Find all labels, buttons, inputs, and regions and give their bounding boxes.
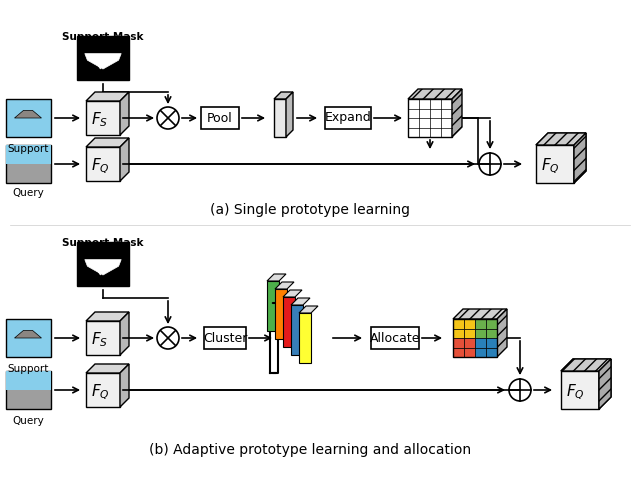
Text: $F_Q$: $F_Q$ bbox=[566, 382, 584, 402]
Polygon shape bbox=[86, 321, 120, 355]
Polygon shape bbox=[120, 364, 129, 407]
Polygon shape bbox=[475, 329, 486, 338]
Polygon shape bbox=[453, 319, 464, 329]
Polygon shape bbox=[86, 373, 120, 407]
Text: Query: Query bbox=[12, 188, 44, 198]
Polygon shape bbox=[561, 359, 611, 371]
Polygon shape bbox=[275, 282, 294, 289]
Polygon shape bbox=[120, 138, 129, 181]
Polygon shape bbox=[599, 359, 611, 409]
FancyBboxPatch shape bbox=[204, 327, 246, 349]
Polygon shape bbox=[77, 36, 129, 80]
Polygon shape bbox=[453, 338, 464, 348]
Text: Expand: Expand bbox=[324, 111, 371, 124]
Polygon shape bbox=[475, 348, 486, 357]
Text: Query: Query bbox=[12, 416, 44, 426]
Polygon shape bbox=[120, 92, 129, 135]
Polygon shape bbox=[6, 371, 51, 390]
Polygon shape bbox=[93, 264, 103, 275]
Polygon shape bbox=[291, 305, 303, 355]
Polygon shape bbox=[86, 138, 129, 147]
Text: Cluster: Cluster bbox=[203, 332, 247, 345]
Polygon shape bbox=[120, 312, 129, 355]
Polygon shape bbox=[561, 359, 611, 371]
Text: Support: Support bbox=[7, 144, 49, 154]
Polygon shape bbox=[291, 298, 310, 305]
Polygon shape bbox=[464, 319, 475, 329]
Polygon shape bbox=[408, 89, 462, 99]
Polygon shape bbox=[274, 92, 293, 99]
Text: $F_S$: $F_S$ bbox=[92, 111, 109, 129]
Text: Allocate: Allocate bbox=[370, 332, 420, 345]
Text: $F_Q$: $F_Q$ bbox=[541, 156, 559, 176]
Polygon shape bbox=[6, 145, 51, 164]
Polygon shape bbox=[84, 54, 121, 69]
Text: Pool: Pool bbox=[207, 111, 233, 124]
Polygon shape bbox=[86, 92, 129, 101]
Polygon shape bbox=[536, 145, 574, 183]
Polygon shape bbox=[599, 359, 611, 409]
Polygon shape bbox=[536, 133, 586, 145]
Text: (a) Single prototype learning: (a) Single prototype learning bbox=[210, 203, 410, 217]
Polygon shape bbox=[536, 133, 586, 145]
Polygon shape bbox=[561, 371, 599, 409]
FancyBboxPatch shape bbox=[371, 327, 419, 349]
Polygon shape bbox=[86, 312, 129, 321]
Text: Support Mask: Support Mask bbox=[62, 238, 144, 248]
Polygon shape bbox=[299, 313, 311, 363]
Polygon shape bbox=[6, 145, 51, 183]
Polygon shape bbox=[6, 371, 51, 409]
Polygon shape bbox=[15, 110, 42, 118]
Polygon shape bbox=[299, 306, 318, 313]
Polygon shape bbox=[497, 309, 507, 357]
Polygon shape bbox=[274, 99, 286, 137]
Polygon shape bbox=[453, 309, 507, 319]
Polygon shape bbox=[6, 99, 51, 137]
Polygon shape bbox=[486, 329, 497, 338]
Polygon shape bbox=[486, 348, 497, 357]
Polygon shape bbox=[452, 89, 462, 137]
Polygon shape bbox=[475, 319, 486, 329]
Polygon shape bbox=[464, 329, 475, 338]
Text: Support Mask: Support Mask bbox=[62, 32, 144, 42]
Polygon shape bbox=[86, 364, 129, 373]
Polygon shape bbox=[475, 338, 486, 348]
Text: Support: Support bbox=[7, 364, 49, 374]
Text: $F_S$: $F_S$ bbox=[92, 331, 109, 349]
Polygon shape bbox=[486, 319, 497, 329]
Polygon shape bbox=[267, 274, 286, 281]
Polygon shape bbox=[86, 147, 120, 181]
FancyBboxPatch shape bbox=[325, 107, 371, 129]
Polygon shape bbox=[6, 319, 51, 357]
Polygon shape bbox=[408, 99, 452, 137]
Polygon shape bbox=[15, 331, 42, 338]
FancyBboxPatch shape bbox=[201, 107, 239, 129]
Polygon shape bbox=[283, 297, 295, 347]
Polygon shape bbox=[464, 338, 475, 348]
Text: $F_Q$: $F_Q$ bbox=[91, 156, 109, 176]
Polygon shape bbox=[574, 133, 586, 183]
Polygon shape bbox=[84, 259, 121, 275]
Polygon shape bbox=[77, 242, 129, 286]
Text: (b) Adaptive prototype learning and allocation: (b) Adaptive prototype learning and allo… bbox=[149, 443, 471, 457]
Polygon shape bbox=[453, 329, 464, 338]
Polygon shape bbox=[464, 348, 475, 357]
Text: $F_Q$: $F_Q$ bbox=[91, 382, 109, 402]
Polygon shape bbox=[283, 290, 302, 297]
Polygon shape bbox=[93, 58, 103, 69]
Polygon shape bbox=[275, 289, 287, 339]
Polygon shape bbox=[453, 348, 464, 357]
Polygon shape bbox=[267, 281, 279, 331]
Polygon shape bbox=[286, 92, 293, 137]
Polygon shape bbox=[86, 101, 120, 135]
Polygon shape bbox=[486, 338, 497, 348]
Polygon shape bbox=[574, 133, 586, 183]
